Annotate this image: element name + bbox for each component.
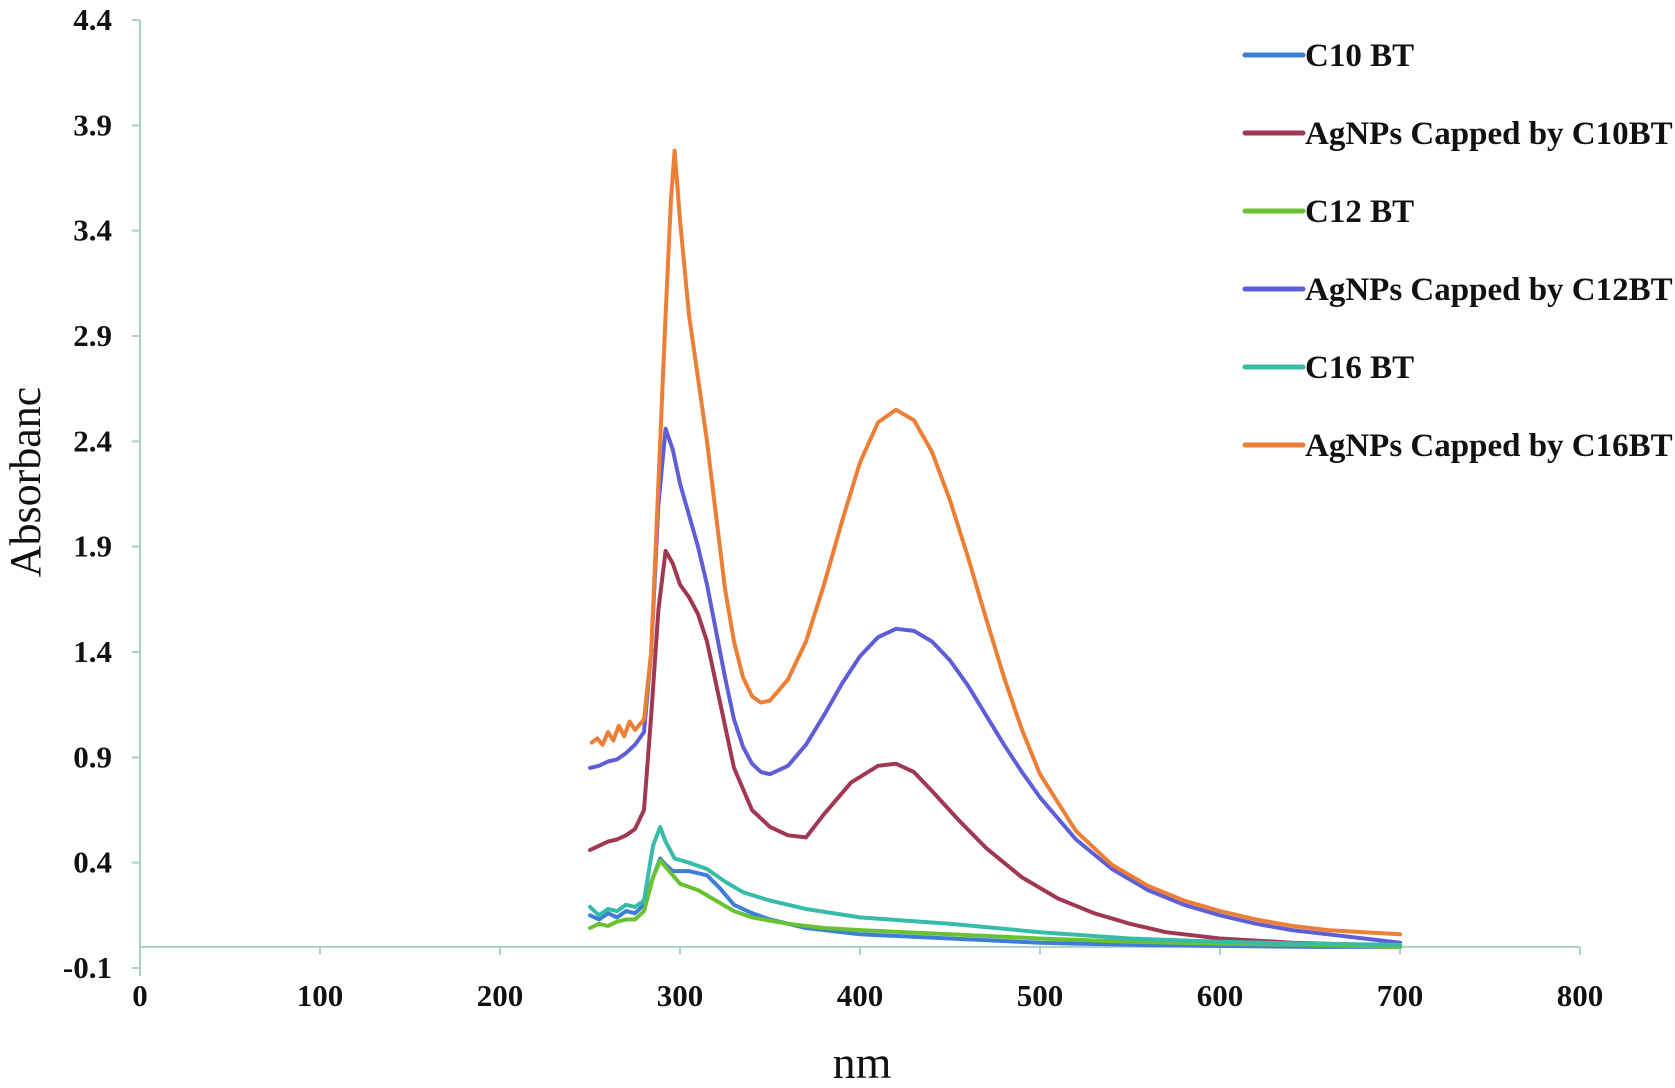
- legend-label-3: C12 BT: [1305, 194, 1414, 230]
- x-tick-label: 600: [1197, 978, 1244, 1013]
- x-tick-label: 0: [132, 978, 148, 1013]
- y-tick-label: 3.9: [73, 107, 112, 142]
- x-tick-label: 500: [1017, 978, 1064, 1013]
- series-line-5: [588, 824, 1402, 947]
- x-axis-label: nm: [833, 1037, 892, 1088]
- y-tick-label: 4.4: [73, 2, 112, 37]
- x-tick-label: 200: [477, 978, 524, 1013]
- x-tick-label: 800: [1557, 978, 1604, 1013]
- series-line-3: [588, 858, 1402, 949]
- legend-label-5: C16 BT: [1305, 350, 1414, 386]
- tick-labels-group: -0.1 0.4 0.9 1.4 1.9 2.4 2.9 3.4 3.9 4.4 0 100 200 30…: [63, 2, 1603, 1013]
- y-tick-label: 3.4: [73, 213, 112, 248]
- legend-label-2: AgNPs Capped by C10BT: [1305, 116, 1673, 152]
- x-tick-label: 300: [657, 978, 704, 1013]
- legend-label-4: AgNPs Capped by C12BT: [1305, 272, 1673, 308]
- x-tick-label: 100: [297, 978, 344, 1013]
- y-tick-label: -0.1: [63, 950, 112, 985]
- y-tick-label: 2.9: [73, 318, 112, 353]
- series-line-6: [589, 148, 1402, 937]
- x-tick-label: 700: [1377, 978, 1424, 1013]
- y-tick-label: 1.4: [73, 634, 112, 669]
- legend: C10 BT AgNPs Capped by C10BT C12 BT AgNPs C…: [1242, 38, 1673, 464]
- y-tick-label: 0.9: [73, 739, 112, 774]
- legend-label-1: C10 BT: [1305, 38, 1414, 74]
- y-tick-label: 2.4: [73, 423, 112, 458]
- y-axis-label: Absorbanc: [1, 387, 50, 578]
- y-tick-label: 0.4: [73, 845, 112, 880]
- series-line-2: [588, 548, 1402, 948]
- series-line-1: [588, 856, 1402, 949]
- series-line-4: [588, 426, 1402, 945]
- x-tick-label: 400: [837, 978, 884, 1013]
- axes-group: [132, 19, 1581, 976]
- legend-label-6: AgNPs Capped by C16BT: [1305, 428, 1673, 464]
- y-tick-label: 1.9: [73, 529, 112, 564]
- series-group: [588, 148, 1402, 949]
